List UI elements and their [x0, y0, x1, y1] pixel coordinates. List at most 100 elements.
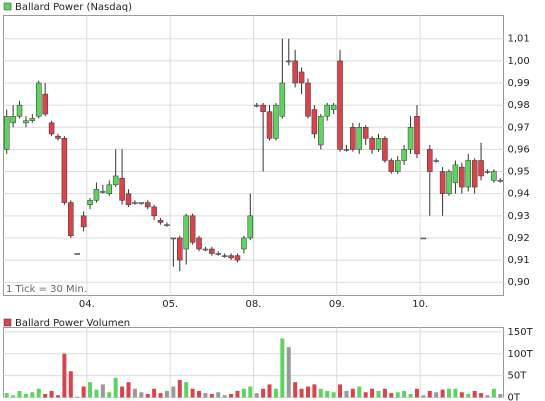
candle-body [36, 82, 42, 117]
candle-body [324, 104, 330, 117]
y-tick-label: 0T [508, 393, 521, 401]
volume-bar [402, 390, 407, 398]
candle-body [286, 60, 292, 63]
volume-bar [30, 392, 35, 398]
volume-bar [145, 394, 150, 398]
volume-bar [132, 388, 137, 398]
candle-body [157, 219, 164, 223]
volume-bar [453, 388, 458, 398]
candle-body [93, 189, 100, 201]
candle-body [221, 255, 228, 257]
candle-body [234, 255, 241, 261]
volume-bar [229, 394, 234, 398]
candle-body [497, 180, 504, 182]
candle-body [273, 104, 279, 139]
volume-bar [466, 394, 471, 398]
candle-body [183, 215, 189, 250]
candle-body [343, 149, 350, 151]
candle-body [260, 104, 266, 113]
candle-body [253, 104, 260, 107]
candle-body [106, 184, 113, 194]
candle-body [471, 160, 478, 188]
volume-bar [376, 390, 381, 398]
volume-bar [190, 388, 195, 398]
volume-bar [55, 395, 60, 398]
candle-body [446, 171, 452, 194]
volume-bar [203, 393, 208, 398]
volume-bar [421, 395, 426, 398]
volume-bar [395, 392, 400, 398]
candle-body [356, 127, 363, 150]
candle-body [388, 160, 395, 172]
candle-body [465, 160, 471, 188]
volume-bar [43, 394, 48, 398]
candle-body [241, 237, 247, 250]
volume-bar [17, 390, 22, 398]
chart-title: Ballard Power (Nasdaq) [15, 2, 132, 13]
y-tick-label: 0,98 [508, 100, 530, 111]
candle-body [478, 160, 484, 177]
candle-body [68, 202, 74, 236]
volume-bar [23, 394, 28, 398]
volume-bar [427, 390, 432, 398]
x-tick-label: 09. [329, 299, 345, 310]
volume-bar [126, 382, 131, 398]
candle-body [414, 115, 420, 155]
candle-body [29, 118, 36, 121]
y-tick-label: 0,96 [508, 144, 530, 155]
volume-bar [498, 394, 503, 398]
candle-body [55, 135, 61, 139]
y-tick-label: 0,90 [508, 277, 530, 288]
candle-body [279, 82, 286, 117]
volume-bar [75, 396, 80, 398]
candle-body [350, 127, 356, 150]
candle-body [151, 206, 157, 217]
candle-body [100, 191, 106, 193]
volume-bar [267, 384, 272, 398]
candle-body [330, 104, 337, 110]
candle-body [144, 202, 151, 208]
candle-body [420, 237, 427, 240]
candle-body [74, 253, 80, 255]
candle-body [298, 71, 305, 84]
volume-bar [36, 388, 41, 398]
candle-body [439, 171, 446, 194]
candle-body [305, 82, 311, 117]
candle-body [459, 166, 465, 188]
volume-bar [152, 388, 157, 398]
volume-bar [177, 380, 182, 398]
volume-bar [382, 388, 387, 398]
volume-bar [293, 382, 298, 398]
x-tick-label: 10. [412, 299, 428, 310]
candle-body [10, 115, 16, 124]
candle-body [427, 149, 433, 172]
y-tick-label: 100T [508, 349, 534, 360]
candle-body [209, 248, 215, 254]
candle-body [189, 215, 196, 243]
candle-body [375, 138, 382, 150]
y-tick-label: 0,92 [508, 233, 530, 244]
volume-bar [479, 393, 484, 398]
annotation: 1 Tick = 30 Min. [6, 284, 87, 295]
volume-bar [325, 390, 330, 398]
candle-body [3, 115, 10, 150]
volume-bar [485, 395, 490, 398]
volume-bar [235, 390, 240, 398]
volume-bar [273, 388, 278, 398]
candle-body [292, 60, 298, 84]
candle-body [266, 111, 273, 139]
volume-bar [197, 390, 202, 398]
candle-body [394, 160, 401, 172]
volume-bar [81, 386, 86, 398]
y-tick-label: 0,91 [508, 255, 530, 266]
candle-body [407, 127, 414, 150]
volume-bar [440, 389, 445, 398]
candle-body [23, 120, 29, 124]
volume-bar [459, 392, 464, 398]
volume-bar [49, 390, 54, 398]
volume-bar [344, 390, 349, 398]
volume-bar [338, 384, 343, 398]
volume-bar [107, 392, 112, 398]
volume-bar [120, 386, 125, 398]
x-tick-label: 05. [162, 299, 178, 310]
